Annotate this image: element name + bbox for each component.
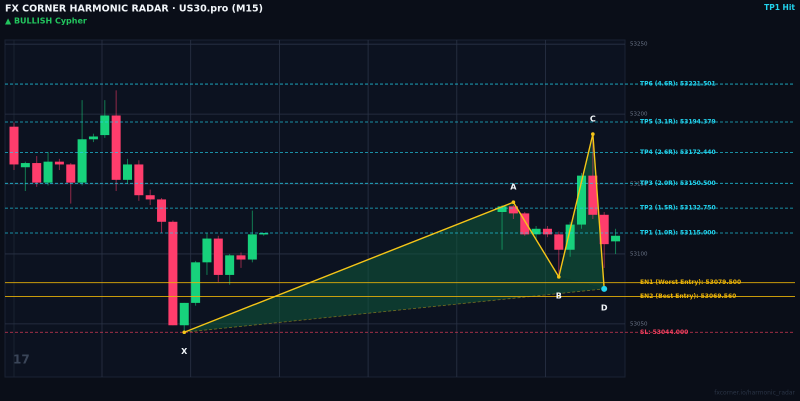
pattern-point-label: D xyxy=(601,303,608,312)
candle-body xyxy=(599,214,609,245)
y-tick-label: 53250 xyxy=(630,42,648,48)
level-label: TP1 (1.0R): 53115.000 xyxy=(640,229,716,236)
candle-body xyxy=(202,238,212,263)
candle-body xyxy=(168,221,178,326)
level-label: TP5 (3.1R): 53194.379 xyxy=(640,118,716,125)
candle-body xyxy=(531,228,541,235)
pattern-point xyxy=(557,275,561,279)
chart-subtitle: ▲ BULLISH Cypher xyxy=(5,17,87,26)
level-label: EN2 (Best Entry): 53069.560 xyxy=(640,293,736,300)
level-label: EN1 (Worst Entry): 53079.500 xyxy=(640,279,741,286)
y-tick-label: 53200 xyxy=(630,112,648,118)
candle-body xyxy=(9,126,19,165)
candle-body xyxy=(497,206,507,212)
candle-body xyxy=(179,302,189,326)
candle-body xyxy=(542,228,552,235)
level-label: SL: 53044.000 xyxy=(640,329,688,336)
logo: 17 xyxy=(13,353,30,367)
candle-body xyxy=(32,163,42,183)
candle-body xyxy=(236,255,246,260)
y-tick-label: 53100 xyxy=(630,251,648,257)
candle-body xyxy=(554,234,564,250)
candle-body xyxy=(565,224,575,250)
candle-body xyxy=(88,136,98,140)
pattern-point-label: B xyxy=(556,291,562,300)
candle-body xyxy=(225,255,235,275)
candle-body xyxy=(43,161,53,183)
candle-body xyxy=(54,161,64,165)
y-tick-label: 53050 xyxy=(630,321,648,327)
pattern-point-label: X xyxy=(181,347,188,356)
level-label: TP2 (1.5R): 53132.750 xyxy=(640,205,716,212)
chart-title: FX CORNER HARMONIC RADAR · US30.pro (M15… xyxy=(5,4,263,15)
candle-body xyxy=(247,234,257,260)
candle-body xyxy=(123,164,132,180)
pattern-point xyxy=(182,330,187,335)
candle-body xyxy=(100,115,110,136)
candle-body xyxy=(66,164,76,183)
candle-body xyxy=(157,199,167,222)
candle-body xyxy=(259,232,269,235)
pattern-point xyxy=(511,200,516,205)
candle-body xyxy=(213,238,223,275)
candle-body xyxy=(134,164,144,196)
pattern-point-label: A xyxy=(510,183,517,192)
level-label: TP3 (2.0R): 53150.500 xyxy=(640,180,716,187)
candle-body xyxy=(588,175,598,215)
candle-body xyxy=(520,213,530,235)
pattern-fill xyxy=(184,202,605,333)
pattern-point xyxy=(601,285,608,292)
level-label: TP4 (2.6R): 53172.440 xyxy=(640,149,716,156)
pattern-point-label: C xyxy=(590,115,596,124)
level-label: TP6 (4.6R): 53221.501 xyxy=(640,81,716,88)
candle-body xyxy=(145,195,155,200)
pattern-point xyxy=(591,132,595,136)
candle-body xyxy=(577,175,586,225)
y-tick-label: 53150 xyxy=(630,182,648,188)
candle-body xyxy=(611,235,621,242)
candle-body xyxy=(111,115,121,180)
candle-body xyxy=(77,139,87,183)
candle-body xyxy=(508,206,518,214)
watermark: fxcorner.io/harmonic_radar xyxy=(714,390,795,397)
candle-body xyxy=(20,163,30,168)
status-badge: TP1 Hit xyxy=(764,3,795,12)
